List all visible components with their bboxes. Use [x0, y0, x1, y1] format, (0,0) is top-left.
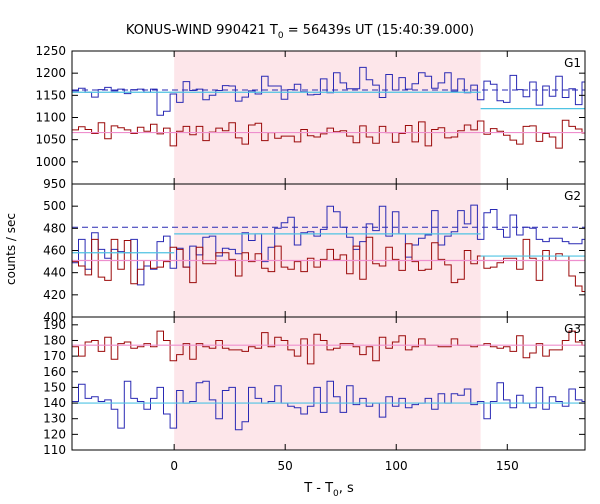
chart-title: KONUS-WIND 990421 T0 = 56439s UT (15:40:… — [126, 23, 474, 41]
y-axis-label: counts / sec — [4, 213, 18, 285]
x-tick-label-150: 150 — [496, 459, 519, 473]
panel-g3-ytick-label-110: 110 — [43, 443, 66, 457]
panel-g3-ytick-label-130: 130 — [43, 412, 66, 426]
panel-g3-ytick-label-150: 150 — [43, 380, 66, 394]
x-tick-label-100: 100 — [385, 459, 408, 473]
panel-g3-ytick-label-120: 120 — [43, 427, 66, 441]
panel-g1-ytick-label-1200: 1200 — [35, 66, 66, 80]
panel-g3-ytick-label-140: 140 — [43, 396, 66, 410]
panel-g2-ytick-label-400: 400 — [43, 310, 66, 324]
panel-g1-ytick-label-1000: 1000 — [35, 155, 66, 169]
panel-g1-ytick-label-1150: 1150 — [35, 88, 66, 102]
panel-g1-ytick-label-950: 950 — [43, 177, 66, 191]
panel-g3-ytick-label-160: 160 — [43, 365, 66, 379]
panel-g3-red-series — [72, 330, 585, 365]
panel-g2-ytick-label-500: 500 — [43, 199, 66, 213]
panel-g2-blue-series — [72, 204, 585, 286]
panel-g3-ytick-label-180: 180 — [43, 333, 66, 347]
panel-g1-ytick-label-1250: 1250 — [35, 44, 66, 58]
panel-g2-ytick-label-440: 440 — [43, 266, 66, 280]
panel-g2-ytick-label-480: 480 — [43, 221, 66, 235]
panel-g3-frame — [71, 316, 586, 451]
panel-g2-ytick-label-460: 460 — [43, 244, 66, 258]
panel-g3-ytick-label-170: 170 — [43, 349, 66, 363]
panel-g2-red-series — [72, 236, 585, 292]
x-axis-label: T - T0, s — [303, 481, 354, 499]
x-tick-label-0: 0 — [170, 459, 178, 473]
panel-g1-ytick-label-1100: 1100 — [35, 111, 66, 125]
x-tick-label-50: 50 — [278, 459, 293, 473]
panel-g3-label: G3 — [564, 322, 581, 336]
panel-g1-label: G1 — [564, 56, 581, 70]
panel-g1-red-series — [72, 119, 585, 149]
panel-g3-blue-series — [72, 380, 585, 431]
panel-g2-ytick-label-420: 420 — [43, 288, 66, 302]
panel-g1-ytick-label-1050: 1050 — [35, 133, 66, 147]
panel-g3-ytick-label-190: 190 — [43, 318, 66, 332]
panel-g2-label: G2 — [564, 189, 581, 203]
